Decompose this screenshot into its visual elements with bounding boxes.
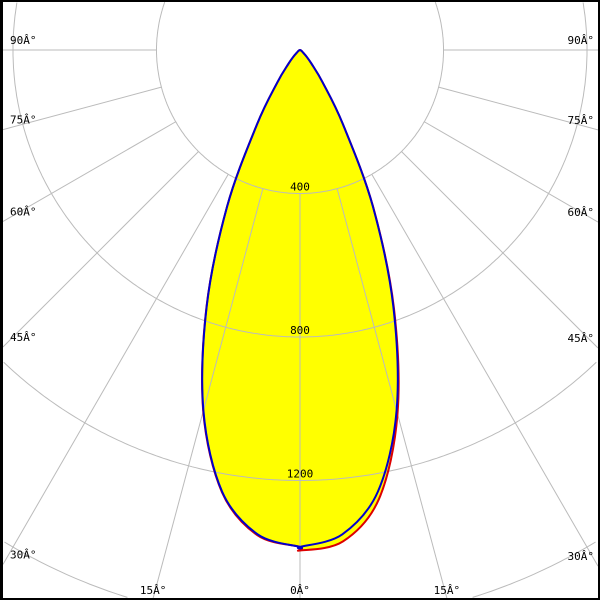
grid-radial-60-right	[424, 121, 598, 223]
grid-ring-400-arc-1	[434, 2, 444, 50]
angle-label-right-60: 60Â°	[568, 206, 595, 219]
intensity-curves	[201, 48, 400, 552]
labels: 400 800 1200 90Â° 75Â° 60Â° 45Â° 30Â° 90Â° 75Â° 60…	[10, 34, 594, 597]
chart-canvas: 400 800 1200 90Â° 75Â° 60Â° 45Â° 30Â° 90Â° 75Â° 60…	[3, 2, 598, 598]
grid-radial-15-right	[336, 188, 448, 598]
grid-radial-45-left	[3, 151, 199, 348]
grid-ring-1600-arc-0	[472, 541, 596, 598]
grid-radial-30-right	[371, 174, 598, 567]
grid-radial-15-left	[152, 188, 264, 598]
grid-radial-45-right	[401, 151, 598, 349]
ring-label-1200: 1200	[287, 468, 314, 481]
angle-label-bottom-1: 0Â°	[290, 584, 310, 597]
ring-label-400: 400	[290, 181, 310, 194]
angle-label-right-75: 75Â°	[568, 114, 595, 127]
grid	[3, 2, 598, 598]
angle-label-left-60: 60Â°	[10, 205, 37, 218]
angle-label-right-45: 45Â°	[568, 332, 595, 345]
angle-label-right-90: 90Â°	[568, 34, 595, 47]
grid-radial-75-right	[438, 86, 598, 131]
angle-label-bottom-0: 15Â°	[140, 584, 167, 597]
angle-label-left-45: 45Â°	[10, 331, 37, 344]
angle-label-right-30: 30Â°	[568, 550, 595, 563]
grid-ring-800-arc-0	[12, 2, 588, 338]
grid-radial-30-left	[3, 174, 229, 565]
ring-label-800: 800	[290, 324, 310, 337]
angle-label-bottom-2: 15Â°	[434, 584, 461, 597]
grid-ring-800-arc-1	[582, 2, 588, 50]
grid-ring-1600-arc-1	[4, 541, 128, 598]
grid-radial-75-left	[3, 86, 162, 131]
grid-ring-400-arc-0	[156, 2, 444, 194]
grid-radial-60-left	[3, 121, 176, 222]
intensity-curve-0	[201, 48, 399, 550]
angle-label-left-75: 75Â°	[10, 114, 37, 127]
angle-label-left-90: 90Â°	[10, 34, 37, 47]
angle-label-left-30: 30Â°	[10, 548, 37, 561]
